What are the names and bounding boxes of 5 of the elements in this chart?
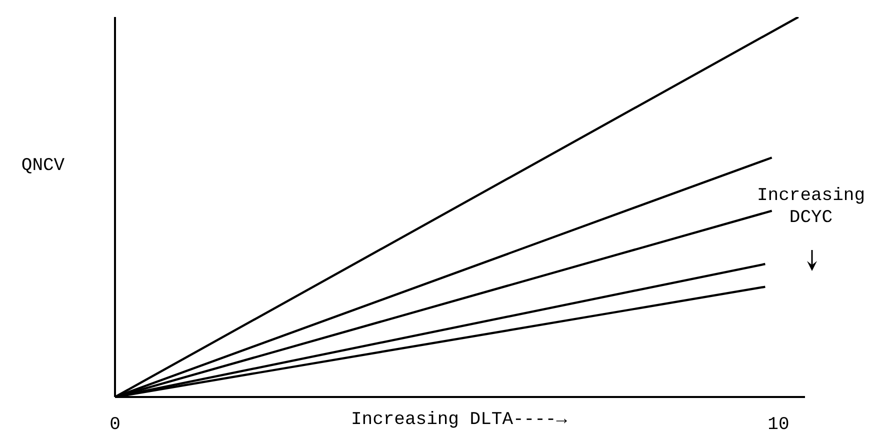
x-tick-label: 0 — [110, 415, 120, 434]
y-axis-title: QNCV — [20, 156, 66, 176]
annotation: Increasing DCYC — [756, 185, 866, 229]
x-axis-title: Increasing DLTA----→ — [350, 410, 568, 430]
x-tick-label: 10 — [768, 415, 790, 434]
